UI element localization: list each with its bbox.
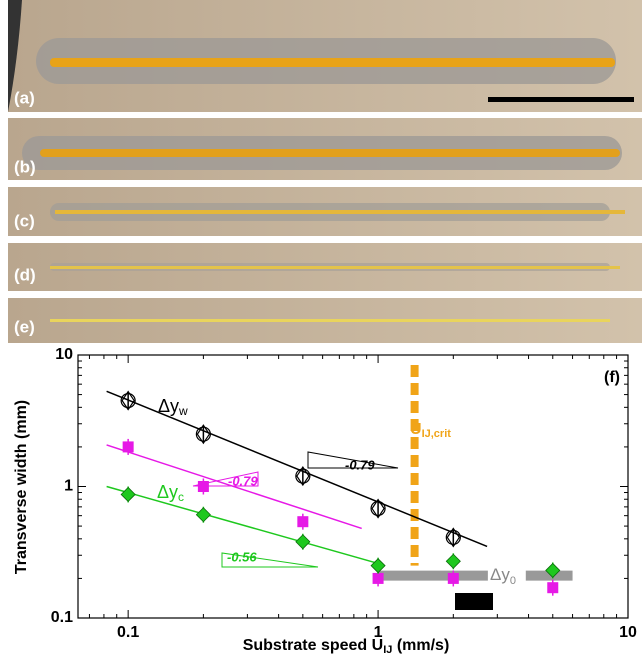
panel-label: (a) <box>14 88 35 107</box>
y-tick-label: 10 <box>55 346 73 363</box>
x-axis-label: Substrate speed UIJ (mm/s) <box>243 637 450 656</box>
marker <box>122 441 134 453</box>
slope-label: -0.56 <box>227 549 257 564</box>
marker-circle <box>295 468 311 484</box>
marker <box>370 498 386 519</box>
slope-triangle <box>307 451 399 469</box>
photos: (a) (b) (c) (d) (e) <box>8 0 642 343</box>
series-label: Δyc <box>157 482 184 504</box>
fit-line <box>106 485 379 565</box>
panel-label: (b) <box>14 157 36 176</box>
slope-triangle <box>192 471 259 487</box>
marker-diamond <box>446 527 461 548</box>
marker <box>120 390 136 411</box>
marker-diamond <box>371 498 385 519</box>
y-tick-label: 1 <box>64 478 73 495</box>
panel-label: (c) <box>14 211 35 230</box>
marker-diamond <box>121 390 135 411</box>
fit-line <box>106 444 362 530</box>
marker-diamond <box>196 424 211 445</box>
series-label: Δyw <box>158 396 188 418</box>
x-tick-label: 0.1 <box>117 624 139 641</box>
panel-label: (e) <box>14 317 35 336</box>
marker <box>297 516 309 528</box>
marker <box>447 572 459 584</box>
marker-circle <box>370 500 386 517</box>
marker <box>197 481 209 492</box>
y-axis-label: Transverse width (mm) <box>13 400 30 574</box>
x-tick-label: 10 <box>619 624 637 641</box>
marker <box>195 507 211 523</box>
marker <box>295 534 311 550</box>
marker <box>370 558 386 574</box>
marker <box>547 582 559 594</box>
marker <box>545 562 561 578</box>
panel-label: (f) <box>604 369 620 386</box>
marker <box>295 466 311 487</box>
y-tick-label: 0.1 <box>51 609 73 626</box>
fit-line <box>106 390 488 548</box>
marker <box>372 572 384 584</box>
marker <box>445 527 461 548</box>
dy0-label: Δy0 <box>490 565 516 586</box>
x-tick-label: 1 <box>374 624 383 641</box>
slope-label: -0.79 <box>228 473 258 488</box>
marker-circle <box>445 529 461 546</box>
marker-circle <box>120 393 136 409</box>
marker <box>445 553 461 569</box>
panel-label: (d) <box>14 265 36 284</box>
plot: 0.1 1 10 0.1 1 10 <box>51 346 637 641</box>
marker <box>195 424 211 445</box>
marker-diamond <box>296 466 310 487</box>
marker <box>120 486 136 503</box>
scale-block <box>455 593 493 610</box>
marker-circle <box>195 426 211 442</box>
slope-triangle <box>221 552 319 568</box>
slope-label: -0.79 <box>345 457 375 472</box>
